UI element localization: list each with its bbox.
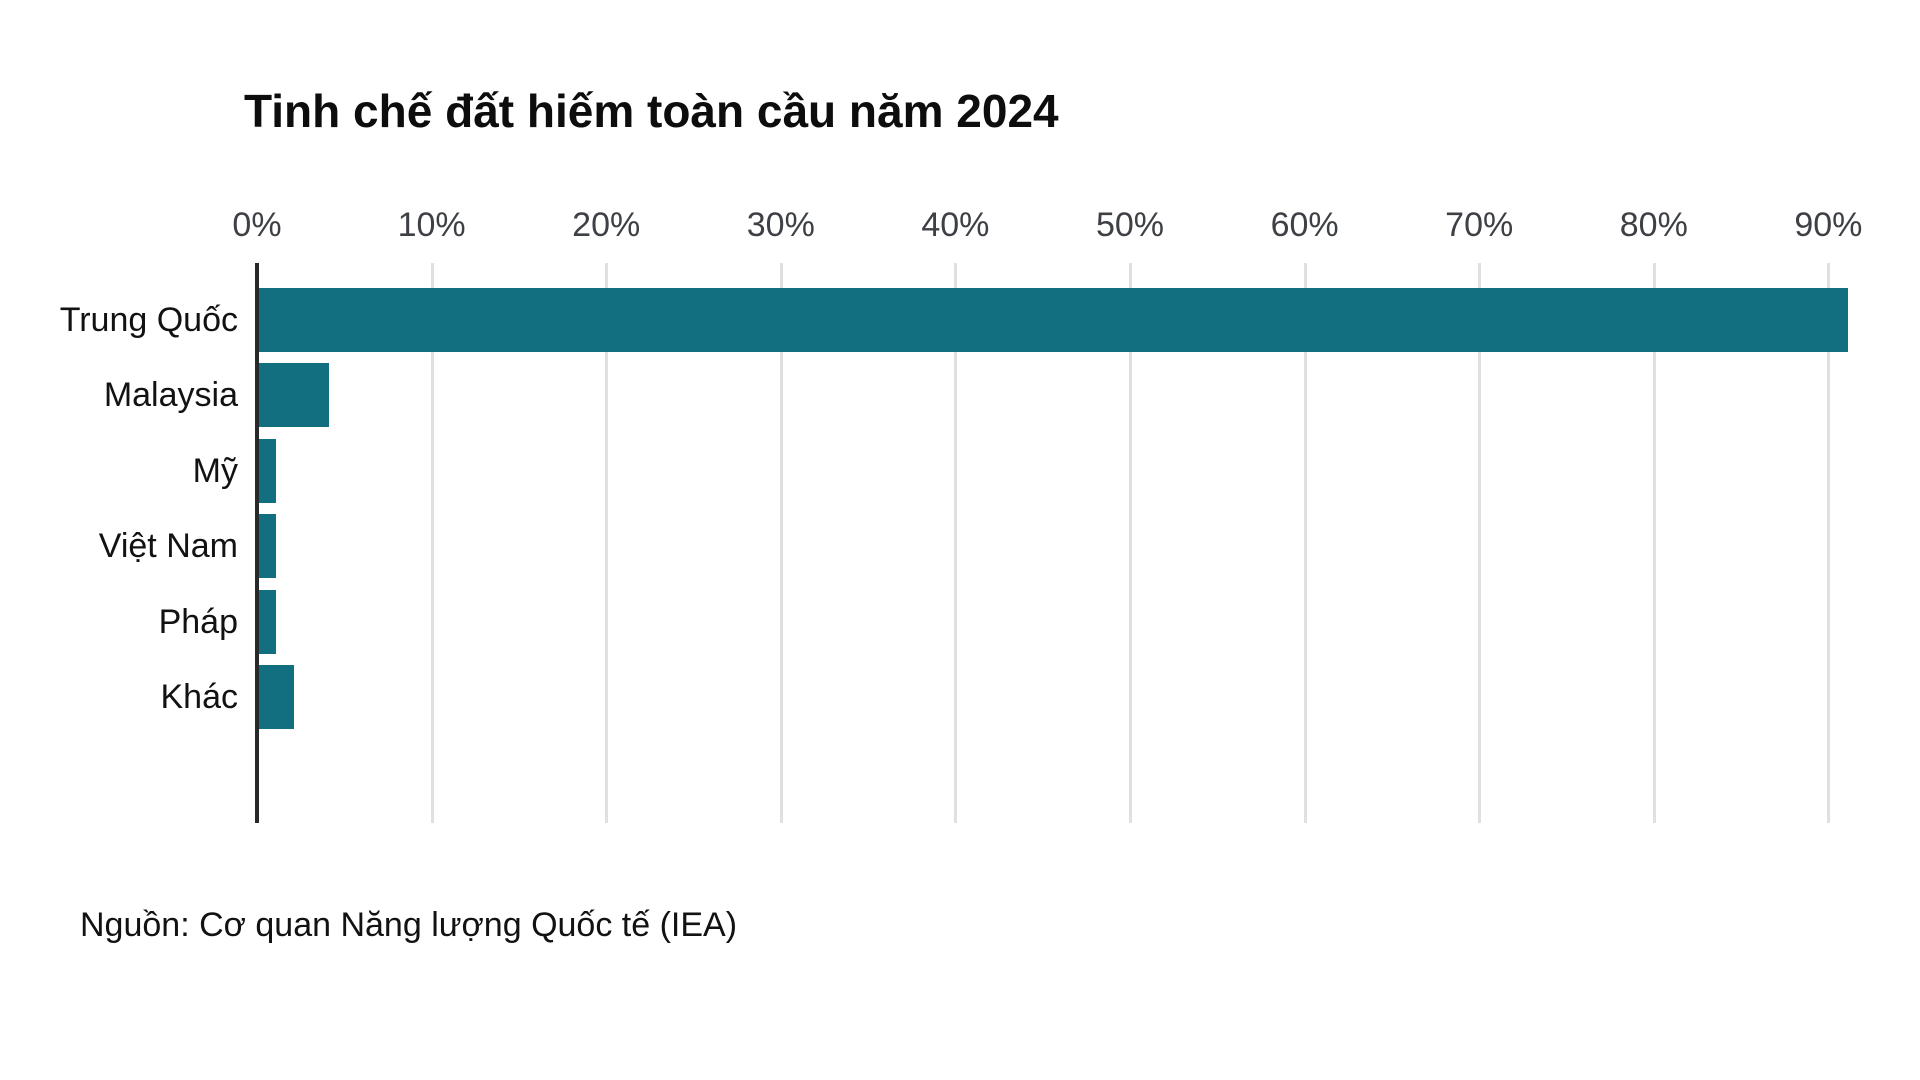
category-label: Mỹ [192, 451, 238, 490]
y-axis-line [255, 263, 259, 823]
x-tick-label: 80% [1619, 206, 1688, 244]
category-label: Malaysia [103, 376, 238, 415]
x-tick-label: 30% [746, 206, 815, 244]
plot-area [255, 263, 1882, 823]
source-note: Nguồn: Cơ quan Năng lượng Quốc tế (IEA) [80, 906, 738, 944]
bar-khác [259, 665, 294, 729]
chart-title: Tinh chế đất hiếm toàn cầu năm 2024 [244, 85, 1059, 137]
gridline [779, 263, 783, 823]
bar-pháp [259, 589, 277, 654]
x-tick-label: 20% [572, 206, 641, 244]
category-label: Việt Nam [98, 527, 238, 566]
x-tick-label: 90% [1794, 206, 1863, 244]
category-label: Trung Quốc [59, 301, 238, 339]
gridline [1652, 263, 1656, 823]
gridline [430, 263, 434, 823]
gridline [1129, 263, 1132, 823]
x-tick-label: 10% [397, 206, 466, 244]
gridline [605, 263, 609, 823]
bar-mỹ [259, 438, 277, 503]
gridline [954, 263, 958, 823]
x-tick-label: 70% [1445, 206, 1514, 244]
bar-trung-quốc [259, 288, 1848, 352]
x-tick-label: 50% [1095, 206, 1165, 244]
x-tick-label: 60% [1270, 206, 1339, 244]
x-tick-label: 0% [232, 206, 282, 244]
gridline [1478, 263, 1482, 823]
category-label: Pháp [158, 602, 238, 641]
gridline [1303, 263, 1307, 823]
x-tick-label: 40% [921, 206, 990, 244]
category-label: Khác [160, 678, 239, 716]
bar-việt-nam [259, 514, 277, 579]
bar-malaysia [259, 363, 329, 428]
gridline [1827, 263, 1831, 823]
